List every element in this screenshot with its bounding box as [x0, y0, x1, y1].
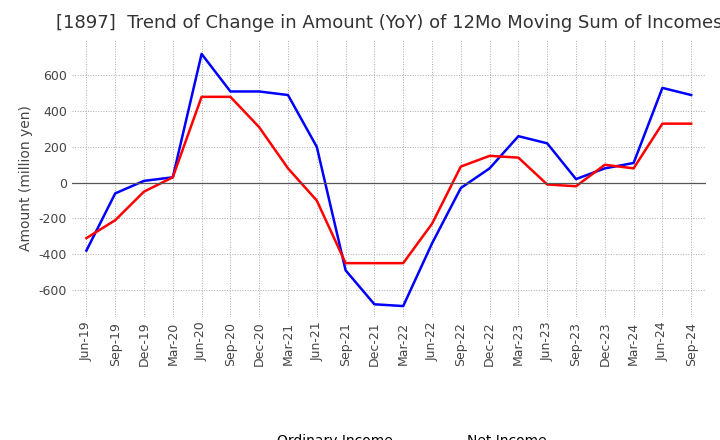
Net Income [428, 221, 436, 227]
Legend: Ordinary Income, Net Income: Ordinary Income, Net Income [226, 429, 552, 440]
Ordinary Income [687, 92, 696, 98]
Ordinary Income [514, 133, 523, 139]
Ordinary Income [312, 144, 321, 150]
Net Income [255, 125, 264, 130]
Ordinary Income [111, 191, 120, 196]
Title: [1897]  Trend of Change in Amount (YoY) of 12Mo Moving Sum of Incomes: [1897] Trend of Change in Amount (YoY) o… [55, 15, 720, 33]
Net Income [370, 260, 379, 266]
Net Income [572, 183, 580, 189]
Ordinary Income [600, 166, 609, 171]
Line: Ordinary Income: Ordinary Income [86, 54, 691, 306]
Net Income [197, 94, 206, 99]
Net Income [629, 166, 638, 171]
Ordinary Income [168, 175, 177, 180]
Ordinary Income [226, 89, 235, 94]
Net Income [82, 235, 91, 241]
Net Income [658, 121, 667, 126]
Ordinary Income [197, 51, 206, 57]
Ordinary Income [658, 85, 667, 91]
Ordinary Income [284, 92, 292, 98]
Ordinary Income [399, 304, 408, 309]
Net Income [312, 198, 321, 203]
Net Income [687, 121, 696, 126]
Ordinary Income [255, 89, 264, 94]
Ordinary Income [456, 185, 465, 191]
Net Income [168, 175, 177, 180]
Net Income [140, 189, 148, 194]
Ordinary Income [572, 176, 580, 182]
Net Income [514, 155, 523, 160]
Ordinary Income [543, 141, 552, 146]
Ordinary Income [370, 302, 379, 307]
Ordinary Income [82, 248, 91, 253]
Net Income [485, 153, 494, 158]
Y-axis label: Amount (million yen): Amount (million yen) [19, 105, 33, 251]
Net Income [111, 218, 120, 223]
Net Income [600, 162, 609, 168]
Ordinary Income [485, 166, 494, 171]
Net Income [543, 182, 552, 187]
Line: Net Income: Net Income [86, 97, 691, 263]
Ordinary Income [629, 160, 638, 165]
Net Income [399, 260, 408, 266]
Ordinary Income [341, 268, 350, 273]
Net Income [341, 260, 350, 266]
Net Income [284, 166, 292, 171]
Ordinary Income [428, 241, 436, 246]
Net Income [226, 94, 235, 99]
Net Income [456, 164, 465, 169]
Ordinary Income [140, 178, 148, 183]
